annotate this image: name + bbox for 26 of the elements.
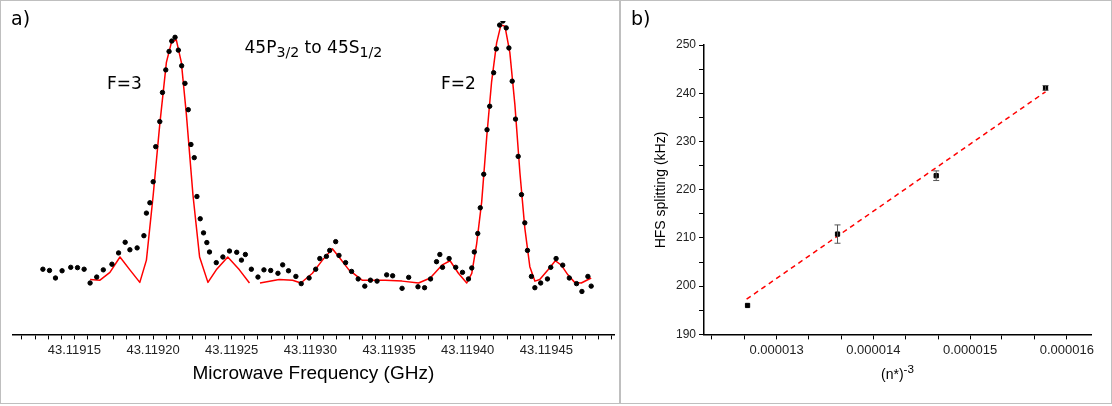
x-tick-label: 43.11930 [283,341,337,357]
x-tick-label: 43.11940 [441,341,495,357]
text: b) [631,7,651,29]
y-tick-label: 240 [675,85,697,100]
y-tick-label: 200 [675,278,697,293]
x-tick-label: 43.11925 [205,341,259,357]
x-tick-label: 0.000014 [846,341,901,357]
y-tick-label: 190 [675,326,697,341]
x-tick-label: 43.11945 [519,341,573,357]
x-axis-title: Microwave Frequency (GHz) [192,362,435,385]
y-tick-label: 230 [675,133,697,148]
x-axis-title: (n*)$^{-3}$ [881,362,914,383]
x-tick-label: 0.000015 [942,341,998,357]
x-tick-label: 0.000016 [1039,341,1094,357]
annotation: F=3 [107,73,142,93]
y-tick-label: 210 [675,230,697,245]
annotation: F=2 [441,73,476,93]
x-tick-label: 43.11920 [126,341,180,357]
x-tick-label: 0.000013 [749,341,804,357]
annotation: a) [11,7,31,29]
x-tick-label: 43.11915 [47,341,101,357]
text: 45P$_{3/2}$ to 45S$_{1/2}$ [244,37,383,61]
y-axis-title: HFS splitting (kHz) [651,131,668,249]
y-tick-label: 250 [675,37,697,52]
x-tick-label: 43.11935 [362,341,416,357]
y-tick-label: 220 [675,182,697,197]
